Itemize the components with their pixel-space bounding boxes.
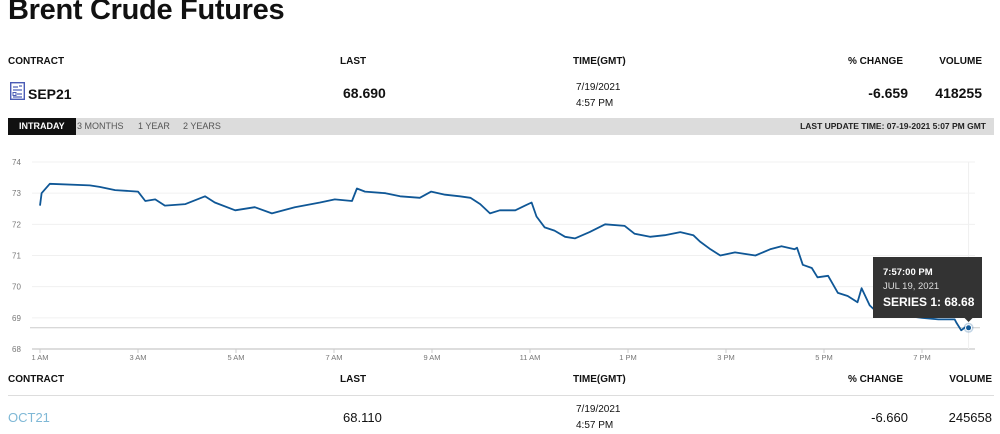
- x-tick-label: 11 AM: [520, 353, 541, 362]
- volume-value: 418255: [935, 85, 982, 101]
- time-time-2: 4:57 PM: [576, 420, 614, 431]
- hover-point: [965, 324, 973, 332]
- col-volume-2: VOLUME: [949, 374, 992, 385]
- x-tick-label: 7 PM: [913, 353, 931, 362]
- table-divider: [8, 395, 994, 396]
- y-tick-label: 73: [12, 189, 21, 198]
- last-value-2: 68.110: [343, 410, 382, 425]
- tab-3-months[interactable]: 3 MONTHS: [77, 121, 124, 131]
- x-tick-label: 1 AM: [31, 353, 48, 362]
- x-tick-label: 5 PM: [815, 353, 833, 362]
- tooltip-series: SERIES 1: 68.68: [883, 295, 975, 309]
- col-change-2: % CHANGE: [847, 374, 903, 385]
- tooltip-date: JUL 19, 2021: [883, 281, 940, 292]
- y-tick-label: 72: [12, 220, 21, 229]
- page-title: Brent Crude Futures: [8, 0, 285, 26]
- x-tick-label: 7 AM: [325, 353, 342, 362]
- time-time: 4:57 PM: [576, 98, 614, 109]
- col-time: TIME(GMT): [573, 56, 626, 67]
- range-tabs: INTRADAY 3 MONTHS 1 YEAR 2 YEARS LAST UP…: [8, 118, 994, 135]
- y-tick-label: 74: [12, 158, 21, 167]
- contract-sep21[interactable]: SEP21: [28, 86, 72, 102]
- last-update-time: LAST UPDATE TIME: 07-19-2021 5:07 PM GMT: [800, 121, 986, 131]
- change-value-2: -6.660: [871, 410, 908, 425]
- col-volume: VOLUME: [939, 56, 982, 67]
- contract-sheet-icon: [9, 81, 26, 105]
- col-contract: CONTRACT: [8, 56, 65, 67]
- col-change: % CHANGE: [847, 56, 903, 67]
- y-tick-label: 69: [12, 314, 21, 323]
- time-date-2: 7/19/2021: [576, 404, 621, 415]
- col-last-2: LAST: [340, 374, 367, 385]
- tooltip-pointer: [964, 318, 973, 322]
- x-tick-label: 1 PM: [619, 353, 637, 362]
- volume-value-2: 245658: [948, 410, 992, 425]
- x-tick-label: 9 AM: [423, 353, 440, 362]
- price-line: [39, 182, 969, 332]
- col-last: LAST: [340, 56, 367, 67]
- col-contract-2: CONTRACT: [8, 374, 65, 385]
- last-value: 68.690: [343, 85, 386, 101]
- y-tick-label: 70: [12, 283, 21, 292]
- y-tick-label: 68: [12, 345, 21, 354]
- chart-tooltip: 7:57:00 PM JUL 19, 2021 SERIES 1: 68.68: [873, 257, 982, 318]
- x-tick-label: 3 PM: [717, 353, 735, 362]
- tab-1-year[interactable]: 1 YEAR: [138, 121, 170, 131]
- tooltip-time: 7:57:00 PM: [883, 267, 933, 278]
- tab-2-years[interactable]: 2 YEARS: [183, 121, 221, 131]
- tab-intraday[interactable]: INTRADAY: [8, 118, 76, 135]
- contract-oct21-link[interactable]: OCT21: [8, 410, 50, 425]
- change-value: -6.659: [868, 85, 908, 101]
- y-tick-label: 71: [12, 252, 21, 261]
- time-date: 7/19/2021: [576, 82, 621, 93]
- col-time-2: TIME(GMT): [573, 374, 626, 385]
- x-tick-label: 3 AM: [129, 353, 146, 362]
- x-tick-label: 5 AM: [227, 353, 244, 362]
